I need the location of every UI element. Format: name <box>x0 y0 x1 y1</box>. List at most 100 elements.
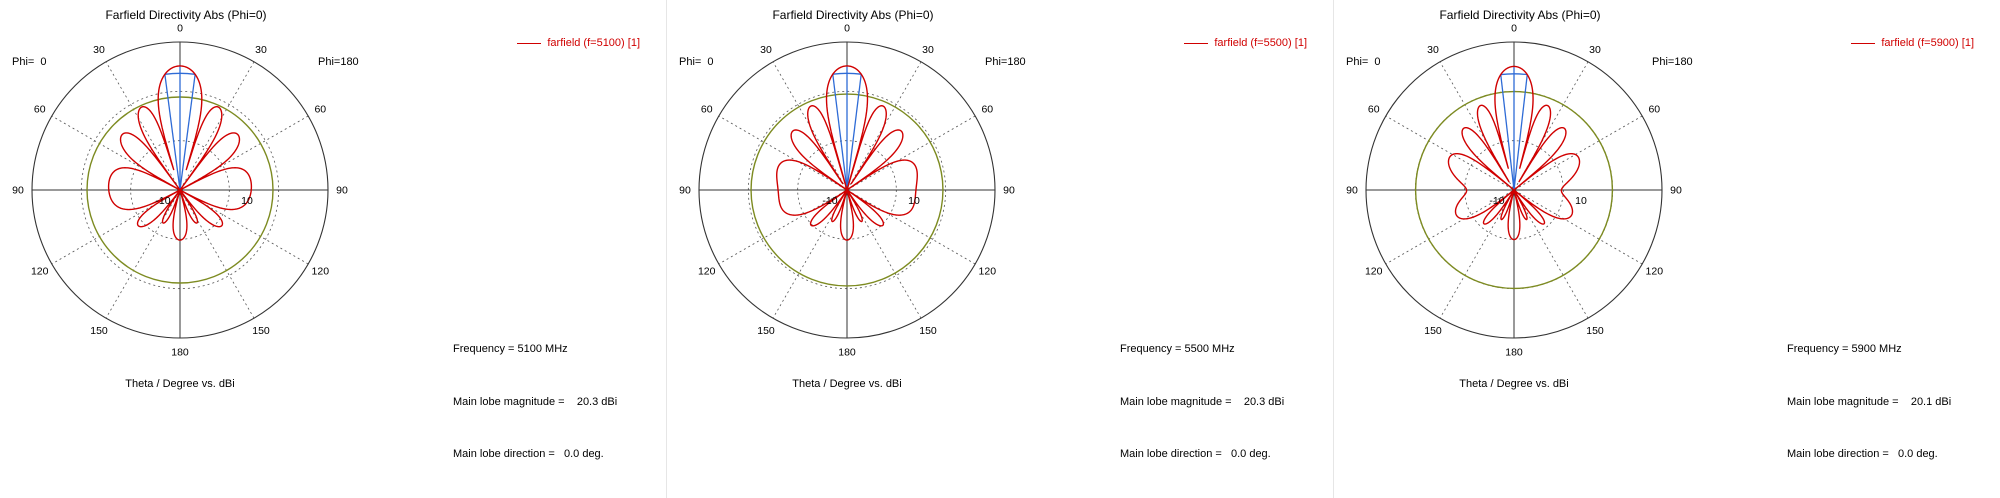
main-lobe-marker <box>832 74 848 191</box>
theta-tick-label: 150 <box>1424 325 1442 337</box>
theta-tick-label: 90 <box>1003 185 1015 197</box>
theta-tick-label: 120 <box>698 266 716 278</box>
theta-tick-label: 180 <box>838 347 856 359</box>
polar-plot-0: 0 30 30 60 60 90 90 120 120 150 150 180 -10 10 <box>12 23 348 359</box>
theta-tick-label: 120 <box>1365 266 1383 278</box>
theta-tick-label: 30 <box>760 44 772 56</box>
theta-tick-label: 120 <box>312 266 330 278</box>
main-lobe-marker <box>164 74 181 191</box>
theta-tick-label: 0 <box>844 23 850 35</box>
theta-tick-label: 60 <box>1648 104 1660 116</box>
legend-label: farfield (f=5100) [1] <box>547 37 640 49</box>
farfield-panel-5500: Farfield Directivity Abs (Phi=0) farfiel… <box>666 0 1333 498</box>
legend: farfield (f=5900) [1] <box>1851 37 1974 49</box>
axis-caption: Theta / Degree vs. dBi <box>125 378 235 390</box>
grid-spoke <box>105 61 255 319</box>
theta-tick-label: 120 <box>979 266 997 278</box>
theta-tick-label: 150 <box>252 325 270 337</box>
theta-tick-label: 90 <box>679 185 691 197</box>
theta-tick-label: 180 <box>171 347 189 359</box>
legend-line-swatch <box>517 42 542 44</box>
theta-tick-label: 30 <box>1427 44 1439 56</box>
stat-main-lobe-direction: Main lobe direction = 0.0 deg. <box>1120 448 1271 460</box>
grid-spoke <box>105 61 255 319</box>
legend-line-swatch <box>1184 42 1209 44</box>
farfield-panel-5100: Farfield Directivity Abs (Phi=0) farfiel… <box>0 0 666 498</box>
plot-title: Farfield Directivity Abs (Phi=0) <box>772 8 934 22</box>
polar-plot-1: 0 30 30 60 60 90 90 120 120 150 150 180 -10 10 <box>679 23 1015 359</box>
farfield-trace <box>776 65 918 241</box>
theta-tick-label: 0 <box>1511 23 1517 35</box>
grid-spoke <box>718 115 976 265</box>
theta-tick-label: 120 <box>31 266 49 278</box>
theta-tick-label: 150 <box>757 325 775 337</box>
radial-tick-label: 10 <box>908 195 920 207</box>
theta-tick-label: 60 <box>314 104 326 116</box>
legend: farfield (f=5500) [1] <box>1184 37 1307 49</box>
farfield-panel-5900: Farfield Directivity Abs (Phi=0) farfiel… <box>1333 0 2000 498</box>
stat-main-lobe-magnitude: Main lobe magnitude = 20.3 dBi <box>1120 395 1285 408</box>
theta-tick-label: 180 <box>1505 347 1523 359</box>
phi-right-label: Phi=180 <box>318 56 359 68</box>
main-lobe-marker <box>846 74 862 191</box>
grid-spoke <box>51 115 309 265</box>
theta-tick-label: 120 <box>1646 266 1664 278</box>
stat-main-lobe-direction: Main lobe direction = 0.0 deg. <box>453 448 604 460</box>
grid-spoke <box>772 61 922 319</box>
radial-tick-label: -10 <box>155 195 170 207</box>
phi-left-label: Phi= 0 <box>679 56 714 68</box>
axis-caption: Theta / Degree vs. dBi <box>792 378 902 390</box>
outer-circle <box>698 41 996 339</box>
theta-tick-label: 90 <box>336 185 348 197</box>
theta-tick-label: 60 <box>1368 104 1380 116</box>
phi-left-label: Phi= 0 <box>1346 56 1381 68</box>
theta-tick-label: 90 <box>1346 185 1358 197</box>
stats-block: Frequency = 5100 MHz Main lobe magnitude… <box>453 306 617 498</box>
main-lobe-marker <box>1500 74 1515 191</box>
plot-title: Farfield Directivity Abs (Phi=0) <box>105 8 267 22</box>
theta-tick-label: 90 <box>12 185 24 197</box>
grid-spoke <box>772 61 922 319</box>
grid-spoke <box>51 115 309 265</box>
stats-block: Frequency = 5900 MHz Main lobe magnitude… <box>1787 306 1951 498</box>
axis-caption: Theta / Degree vs. dBi <box>1459 378 1569 390</box>
theta-tick-label: 150 <box>919 325 937 337</box>
outer-circle <box>31 41 329 339</box>
theta-tick-label: 30 <box>1589 44 1601 56</box>
legend-label: farfield (f=5500) [1] <box>1214 37 1307 49</box>
stat-main-lobe-magnitude: Main lobe magnitude = 20.3 dBi <box>453 395 618 408</box>
theta-tick-label: 30 <box>93 44 105 56</box>
theta-tick-label: 150 <box>90 325 108 337</box>
grid-spoke <box>718 115 976 265</box>
radial-tick-label: -10 <box>1489 195 1504 207</box>
farfield-trace <box>1447 65 1581 241</box>
phi-right-label: Phi=180 <box>1652 56 1693 68</box>
main-lobe-marker <box>1513 74 1528 191</box>
legend: farfield (f=5100) [1] <box>517 37 640 49</box>
main-lobe-marker <box>179 74 196 191</box>
stat-frequency: Frequency = 5100 MHz <box>453 343 568 355</box>
theta-tick-label: 90 <box>1670 185 1682 197</box>
legend-label: farfield (f=5900) [1] <box>1881 37 1974 49</box>
plot-title: Farfield Directivity Abs (Phi=0) <box>1439 8 1601 22</box>
phi-right-label: Phi=180 <box>985 56 1026 68</box>
legend-line-swatch <box>1851 42 1876 44</box>
radial-tick-label: 10 <box>1575 195 1587 207</box>
theta-tick-label: 60 <box>981 104 993 116</box>
theta-tick-label: 30 <box>255 44 267 56</box>
radial-tick-label: -10 <box>822 195 837 207</box>
theta-tick-label: 0 <box>177 23 183 35</box>
angular-width-arc <box>1500 73 1528 76</box>
theta-tick-label: 60 <box>34 104 46 116</box>
theta-tick-label: 150 <box>1586 325 1604 337</box>
stat-main-lobe-magnitude: Main lobe magnitude = 20.1 dBi <box>1787 395 1952 408</box>
theta-tick-label: 30 <box>922 44 934 56</box>
stat-frequency: Frequency = 5500 MHz <box>1120 343 1235 355</box>
polar-plot-2: 0 30 30 60 60 90 90 120 120 150 150 180 -10 10 <box>1346 23 1682 359</box>
phi-left-label: Phi= 0 <box>12 56 47 68</box>
theta-tick-label: 60 <box>701 104 713 116</box>
radial-tick-label: 10 <box>241 195 253 207</box>
stats-block: Frequency = 5500 MHz Main lobe magnitude… <box>1120 306 1284 498</box>
farfield-trace <box>107 65 253 241</box>
